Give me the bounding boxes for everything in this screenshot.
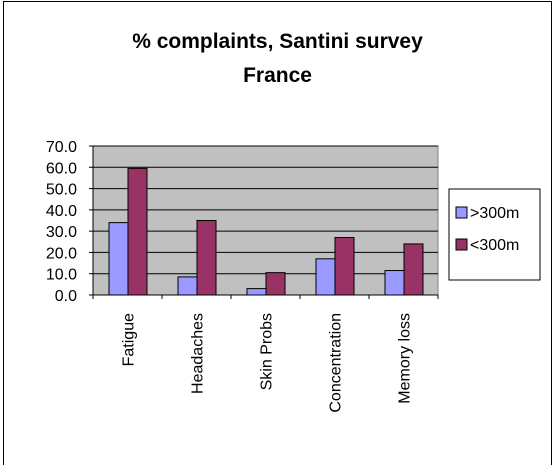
y-tick-label: 30.0: [46, 224, 77, 241]
legend-swatch: [455, 238, 468, 251]
y-tick-label: 60.0: [46, 160, 77, 177]
bar-over-300m: [177, 276, 198, 296]
bar-over-300m: [108, 222, 129, 296]
bar-under-300m: [334, 237, 355, 296]
bar-under-300m: [196, 220, 217, 296]
x-category-labels: Fatigue Headaches Skin Probs Concentration M…: [92, 295, 439, 413]
chart-frame: [3, 1, 552, 465]
x-category-label: Skin Probs: [259, 313, 276, 390]
chart-title-line-2: France: [243, 64, 312, 87]
bar-over-300m: [246, 288, 267, 296]
legend-label: <300m: [470, 237, 519, 254]
x-category-label: Concentration: [328, 313, 345, 413]
x-category-label: Fatigue: [121, 313, 138, 366]
y-tick-label: 70.0: [46, 139, 77, 156]
x-category-label: Memory loss: [397, 313, 414, 404]
plot-area: [92, 145, 439, 296]
y-tick-label: 10.0: [46, 267, 77, 284]
bars: [108, 167, 424, 296]
y-tick-label: 0.0: [55, 288, 77, 305]
y-tick-label: 20.0: [46, 245, 77, 262]
legend-label: >300m: [470, 205, 519, 222]
legend-swatch: [455, 206, 468, 219]
bar-under-300m: [265, 272, 286, 296]
legend-box: [448, 188, 541, 281]
y-tick-label: 50.0: [46, 182, 77, 199]
y-tick-label: 40.0: [46, 203, 77, 220]
legend: >300m <300m: [448, 188, 541, 281]
chart-title-line-1: % complaints, Santini survey: [132, 30, 423, 53]
bar-under-300m: [403, 243, 424, 296]
y-tick-labels: 0.0 10.0 20.0 30.0 40.0 50.0 60.0 70.0: [46, 139, 77, 305]
bar-under-300m: [127, 167, 148, 296]
bar-over-300m: [384, 270, 405, 296]
x-category-label: Headaches: [190, 313, 207, 394]
bar-over-300m: [315, 258, 336, 296]
